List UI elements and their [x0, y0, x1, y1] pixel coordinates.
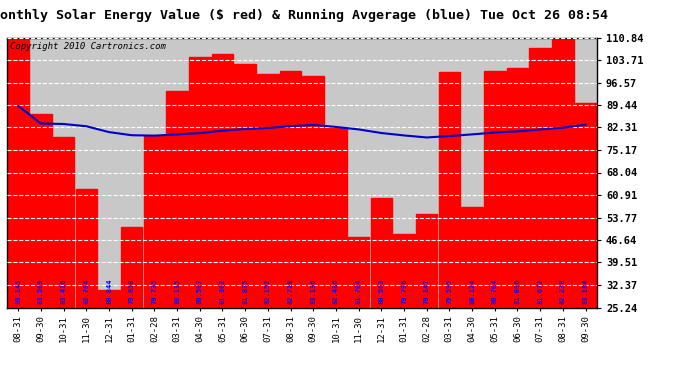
Bar — [348, 237, 369, 308]
Text: 82.704: 82.704 — [83, 279, 89, 304]
Bar — [235, 64, 256, 308]
Text: 81.096: 81.096 — [515, 279, 520, 304]
Bar — [98, 290, 120, 308]
Text: 89.145: 89.145 — [15, 279, 21, 304]
Text: 81.302: 81.302 — [219, 279, 226, 304]
Bar — [212, 54, 233, 307]
Text: 83.569: 83.569 — [38, 279, 44, 304]
Bar — [575, 103, 596, 308]
Text: 81.704: 81.704 — [355, 279, 362, 304]
Bar — [53, 136, 75, 308]
Bar — [8, 29, 29, 308]
Text: 80.844: 80.844 — [106, 279, 112, 304]
Bar — [506, 68, 529, 308]
Text: 79.595: 79.595 — [446, 279, 453, 304]
Text: 79.858: 79.858 — [129, 279, 135, 304]
Bar — [279, 71, 302, 308]
Text: 80.124: 80.124 — [469, 279, 475, 304]
Text: Copyright 2010 Cartronics.com: Copyright 2010 Cartronics.com — [10, 42, 166, 51]
Text: 81.835: 81.835 — [242, 279, 248, 304]
Bar — [30, 114, 52, 308]
Bar — [75, 189, 97, 308]
Text: 82.152: 82.152 — [265, 279, 271, 304]
Bar — [462, 207, 483, 308]
Bar — [484, 71, 506, 308]
Bar — [257, 74, 279, 307]
Bar — [393, 234, 415, 308]
Text: 83.136: 83.136 — [310, 279, 316, 304]
Text: 80.115: 80.115 — [174, 279, 180, 304]
Bar — [439, 72, 460, 308]
Text: 79.796: 79.796 — [401, 279, 407, 304]
Text: 82.718: 82.718 — [288, 279, 293, 304]
Text: 83.184: 83.184 — [582, 279, 589, 304]
Text: 80.704: 80.704 — [492, 279, 497, 304]
Bar — [552, 39, 573, 308]
Bar — [189, 57, 210, 308]
Bar — [325, 128, 346, 308]
Bar — [144, 136, 165, 308]
Bar — [302, 76, 324, 308]
Bar — [166, 91, 188, 308]
Text: 82.486: 82.486 — [333, 279, 339, 304]
Text: 79.735: 79.735 — [151, 279, 157, 304]
Text: 82.238: 82.238 — [560, 279, 566, 304]
Text: 80.507: 80.507 — [197, 279, 203, 304]
Text: 81.672: 81.672 — [537, 279, 543, 304]
Text: 79.147: 79.147 — [424, 279, 430, 304]
Bar — [416, 214, 437, 308]
Bar — [529, 48, 551, 308]
Text: 80.563: 80.563 — [378, 279, 384, 304]
Text: 83.416: 83.416 — [61, 279, 67, 304]
Bar — [371, 198, 392, 308]
Bar — [121, 227, 142, 308]
Text: Monthly Solar Energy Value ($ red) & Running Avgerage (blue) Tue Oct 26 08:54: Monthly Solar Energy Value ($ red) & Run… — [0, 9, 608, 22]
